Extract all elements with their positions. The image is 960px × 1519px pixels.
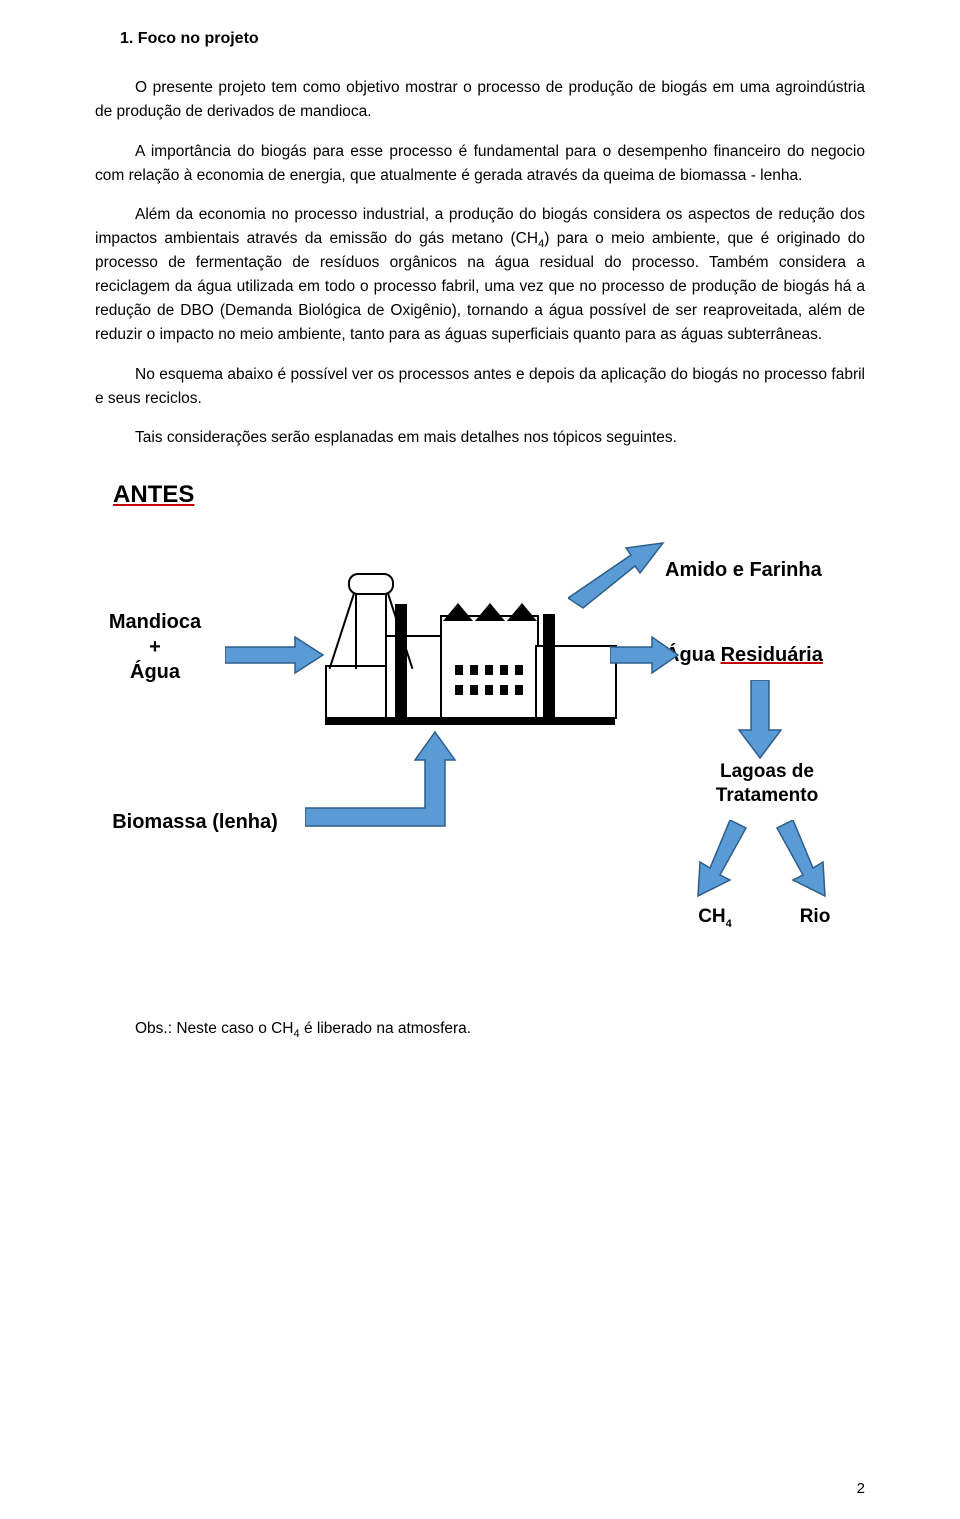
- section-heading: 1. Foco no projeto: [120, 30, 865, 48]
- biomass-label: Biomassa (lenha): [95, 810, 295, 835]
- arrow-down-1: [735, 680, 785, 760]
- paragraph-5: Tais considerações serão esplanadas em m…: [95, 426, 865, 450]
- diagram-title: ANTES: [113, 480, 194, 510]
- process-diagram: ANTES Mandioca + Água Biomassa (lenha) A…: [95, 480, 865, 980]
- paragraph-3: Além da economia no processo industrial,…: [95, 203, 865, 347]
- ch4-label: CH4: [685, 905, 745, 929]
- output-2-b: Residuária: [721, 644, 823, 666]
- arrow-out-2: [610, 635, 680, 675]
- arrow-input: [225, 635, 325, 675]
- document-page: 1. Foco no projeto O presente projeto te…: [0, 0, 960, 1519]
- page-number: 2: [857, 1480, 865, 1497]
- obs-b: é liberado na atmosfera.: [300, 1020, 471, 1037]
- lagoas-line-2: Tratamento: [687, 784, 847, 808]
- paragraph-1: O presente projeto tem como objetivo mos…: [95, 76, 865, 124]
- body-text: O presente projeto tem como objetivo mos…: [95, 76, 865, 450]
- observation-note: Obs.: Neste caso o CH4 é liberado na atm…: [95, 1020, 865, 1038]
- obs-a: Obs.: Neste caso o CH: [135, 1020, 294, 1037]
- input-line-3: Água: [95, 660, 215, 685]
- paragraph-4: No esquema abaixo é possível ver os proc…: [95, 363, 865, 411]
- ch4-text: CH: [698, 906, 725, 927]
- paragraph-2: A importância do biogás para esse proces…: [95, 140, 865, 188]
- ch4-sub: 4: [726, 918, 732, 930]
- lagoas-label: Lagoas de Tratamento: [687, 760, 847, 808]
- output-1-label: Amido e Farinha: [665, 558, 865, 583]
- input-line-1: Mandioca: [95, 610, 215, 635]
- input-line-2: +: [95, 635, 215, 660]
- arrow-biomass: [305, 730, 465, 830]
- arrow-out-1: [568, 538, 688, 618]
- rio-label: Rio: [785, 905, 845, 929]
- arrow-down-ch4: [690, 820, 750, 900]
- lagoas-line-1: Lagoas de: [687, 760, 847, 784]
- input-label: Mandioca + Água: [95, 610, 215, 685]
- arrow-down-rio: [773, 820, 833, 900]
- output-2-label: Água Residuária: [665, 643, 865, 668]
